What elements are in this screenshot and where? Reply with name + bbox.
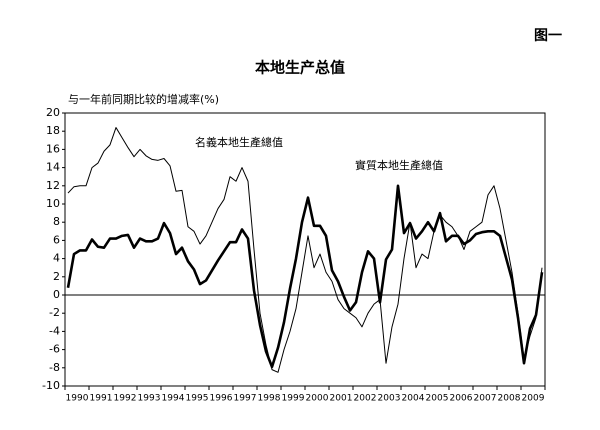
- x-tick-label: 1996: [210, 394, 233, 404]
- y-tick-label: 4: [53, 252, 60, 265]
- y-tick-label: -4: [49, 324, 60, 337]
- x-tick-label: 1993: [138, 394, 161, 404]
- x-tick-label: 1998: [258, 394, 281, 404]
- y-tick-label: 6: [53, 233, 60, 246]
- y-tick-label: -8: [49, 361, 60, 374]
- series-line: [66, 184, 544, 369]
- y-tick-label: 12: [46, 179, 60, 192]
- x-tick-label: 2009: [522, 394, 545, 404]
- x-tick-label: 1997: [234, 394, 257, 404]
- y-tick-label: 18: [46, 124, 60, 137]
- x-tick-label: 1995: [186, 394, 209, 404]
- x-tick-label: 1991: [90, 394, 113, 404]
- series-label: 名義本地生產總值: [195, 135, 283, 149]
- x-tick-label: 2008: [498, 394, 521, 404]
- x-tick-label: 2001: [330, 394, 353, 404]
- x-tick-label: 2005: [426, 394, 449, 404]
- y-tick-label: 2: [53, 270, 60, 283]
- y-tick-label: -6: [49, 343, 60, 356]
- x-tick-label: 2004: [402, 394, 425, 404]
- x-tick-label: 2003: [378, 394, 401, 404]
- y-tick-label: 16: [46, 142, 60, 155]
- x-tick-label: 1990: [66, 394, 89, 404]
- x-tick-label: 2000: [306, 394, 329, 404]
- series-line: [67, 127, 543, 373]
- x-tick-label: 1999: [282, 394, 305, 404]
- x-tick-label: 2007: [474, 394, 497, 404]
- x-tick-label: 1994: [162, 394, 185, 404]
- x-tick-label: 2002: [354, 394, 377, 404]
- figure-label: 图一: [534, 28, 562, 44]
- y-tick-label: 0: [53, 288, 60, 301]
- chart-title: 本地生产总值: [255, 59, 345, 77]
- y-tick-label: 14: [46, 161, 60, 174]
- y-tick-label: -2: [49, 306, 60, 319]
- plot-frame: [64, 112, 546, 387]
- y-axis-label: 与一年前同期比较的增减率(%): [68, 92, 219, 106]
- x-tick-label: 2006: [450, 394, 473, 404]
- x-tick-label: 1992: [114, 394, 137, 404]
- series-label: 實質本地生產總值: [355, 158, 443, 172]
- y-tick-label: 10: [46, 197, 60, 210]
- y-tick-label: 20: [46, 106, 60, 119]
- y-tick-label: -10: [42, 379, 60, 392]
- y-tick-label: 8: [53, 215, 60, 228]
